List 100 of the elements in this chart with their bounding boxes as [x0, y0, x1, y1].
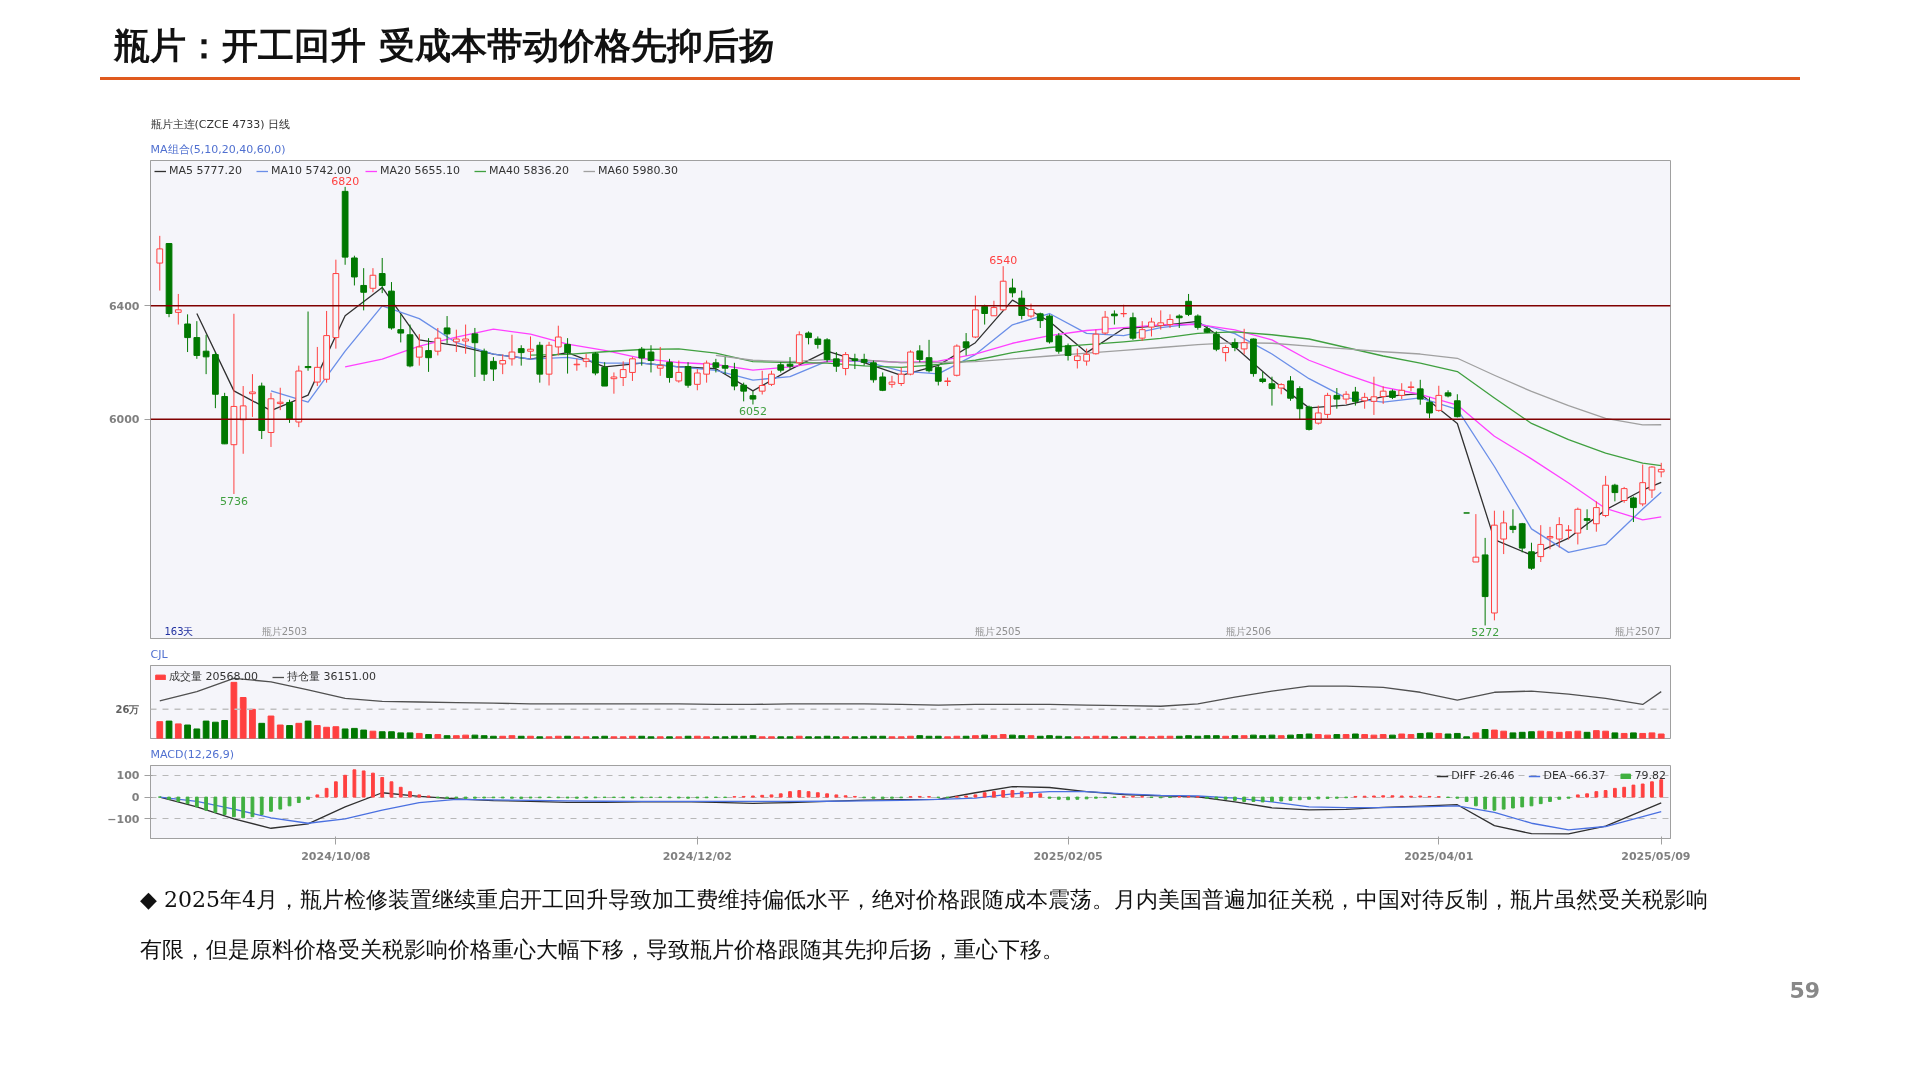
bar: [972, 735, 979, 739]
bar: [239, 697, 247, 739]
bar: [286, 725, 293, 739]
bar: [1509, 732, 1517, 739]
candlestick: [1296, 385, 1304, 421]
bar: [1075, 796, 1080, 800]
bar: [1491, 729, 1498, 739]
annotation: 6052: [738, 405, 767, 419]
candlestick: [351, 255, 358, 286]
candlestick: [1268, 376, 1276, 407]
legend-label: MA40 5836.20: [489, 164, 569, 177]
candlestick: [286, 399, 293, 424]
legend-label: DIFF -26.46: [1451, 769, 1515, 782]
bar: [1242, 796, 1247, 802]
bar: [360, 729, 368, 739]
bar: [1268, 734, 1276, 739]
bar: [1472, 732, 1480, 739]
bar: [361, 770, 366, 798]
bar: [1492, 796, 1497, 811]
candlestick: [619, 360, 627, 387]
bar: [333, 781, 338, 798]
bar: [1613, 787, 1617, 798]
candlestick: [1509, 508, 1517, 534]
bar: [778, 793, 783, 798]
candlestick: [1352, 386, 1359, 407]
bar: [992, 791, 996, 798]
bar: [406, 732, 414, 739]
bar: [1520, 796, 1525, 808]
bar: [1046, 735, 1053, 739]
bar: [417, 794, 422, 798]
bar: [397, 732, 405, 739]
candlestick: [434, 327, 442, 356]
bar: [1630, 732, 1637, 739]
bar: [1307, 796, 1311, 800]
bar: [1659, 779, 1664, 798]
candlestick: [712, 358, 720, 373]
y-tick-label: 100: [116, 769, 140, 783]
candlestick: [1129, 312, 1137, 341]
bar: [1333, 734, 1341, 739]
legend-label: DEA -66.37: [1543, 769, 1606, 782]
bar: [1557, 796, 1562, 800]
candlestick: [749, 390, 757, 405]
candlestick: [684, 361, 692, 389]
candlestick: [1555, 516, 1563, 549]
bar: [1574, 730, 1582, 739]
candlestick: [1574, 507, 1582, 545]
bar: [1555, 731, 1563, 739]
bar: [1583, 731, 1591, 739]
candlestick: [1639, 464, 1647, 507]
candlestick: [1101, 310, 1109, 336]
bar: [287, 796, 292, 807]
candlestick: [731, 362, 738, 391]
bar: [258, 722, 266, 739]
bar: [1277, 735, 1285, 739]
bar: [443, 735, 451, 739]
candlestick: [1583, 508, 1591, 531]
bar: [249, 708, 256, 739]
bar: [452, 735, 460, 739]
candlestick: [823, 337, 831, 363]
bar: [1361, 734, 1369, 739]
bar: [1611, 732, 1619, 739]
candlestick: [1324, 392, 1331, 419]
bar: [221, 720, 229, 739]
bar: [1528, 731, 1535, 739]
bar: [167, 796, 171, 800]
bar: [1370, 734, 1378, 739]
candlestick: [610, 371, 618, 395]
bar: [1537, 730, 1545, 739]
annotation: 5272: [1471, 626, 1500, 640]
legend-label: MA5 5777.20: [169, 164, 242, 177]
candlestick: [786, 356, 794, 370]
bar: [1575, 794, 1580, 798]
bar: [1620, 732, 1628, 739]
legend-label: MA60 5980.30: [598, 164, 678, 177]
candlestick: [1370, 376, 1378, 416]
bar: [990, 735, 998, 739]
legend-label: MA20 5655.10: [380, 164, 460, 177]
bar: [232, 796, 236, 818]
bar: [1027, 735, 1035, 739]
candlestick: [1546, 526, 1554, 550]
candlestick: [1592, 500, 1600, 533]
line-series: [529, 331, 1662, 467]
bar: [1240, 735, 1248, 739]
bar: [825, 793, 829, 798]
candlestick: [1528, 542, 1535, 571]
bar: [269, 796, 273, 812]
bar: [834, 794, 839, 798]
candlestick: [582, 353, 590, 368]
bar: [1212, 735, 1220, 739]
bar: [1453, 732, 1461, 739]
candlestick: [832, 351, 840, 373]
bar: [999, 734, 1007, 739]
bar: [1066, 796, 1070, 801]
bar: [1352, 733, 1359, 739]
bar: [250, 796, 255, 818]
bar: [241, 796, 246, 819]
line-series: [715, 342, 1662, 426]
bar: [1314, 734, 1322, 739]
candlestick: [1407, 381, 1415, 392]
bar: [1324, 734, 1331, 739]
